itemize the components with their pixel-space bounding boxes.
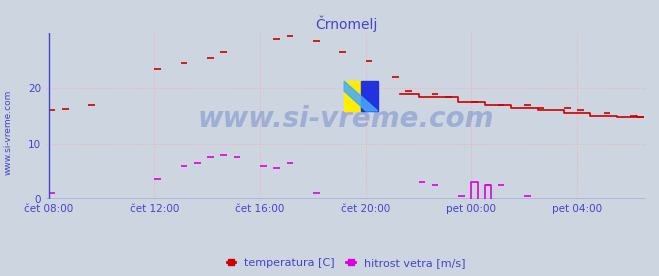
Text: www.si-vreme.com: www.si-vreme.com	[4, 90, 13, 175]
Bar	[361, 81, 378, 111]
Title: Črnomelj: Črnomelj	[315, 15, 377, 32]
Bar	[344, 81, 361, 111]
Polygon shape	[344, 81, 378, 111]
Text: www.si-vreme.com: www.si-vreme.com	[198, 105, 494, 133]
Legend: temperatura [C], hitrost vetra [m/s]: temperatura [C], hitrost vetra [m/s]	[222, 254, 470, 273]
